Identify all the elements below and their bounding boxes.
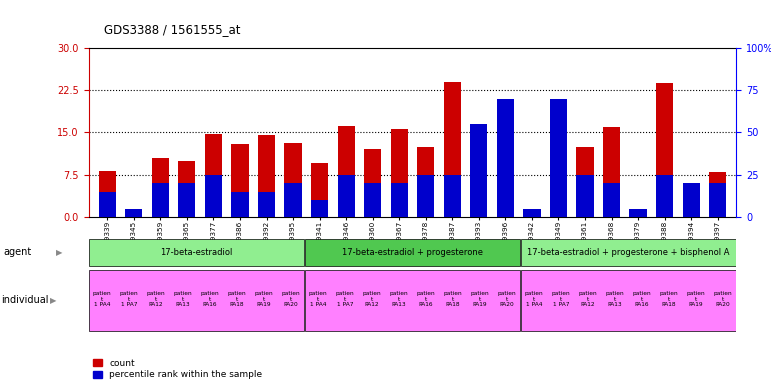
- FancyBboxPatch shape: [521, 270, 736, 331]
- Bar: [205, 175, 222, 217]
- Bar: [125, 209, 143, 217]
- Bar: [656, 83, 673, 217]
- Text: patien
t
PA20: patien t PA20: [497, 291, 517, 307]
- Text: patien
t
PA18: patien t PA18: [227, 291, 247, 307]
- Bar: [417, 147, 434, 217]
- Bar: [417, 175, 434, 217]
- Text: patien
t
PA16: patien t PA16: [632, 291, 651, 307]
- Text: patien
t
1 PA4: patien t 1 PA4: [524, 291, 544, 307]
- FancyBboxPatch shape: [89, 239, 304, 266]
- Bar: [99, 171, 116, 217]
- Bar: [152, 158, 169, 217]
- FancyBboxPatch shape: [305, 270, 520, 331]
- Text: patien
t
PA13: patien t PA13: [389, 291, 409, 307]
- Bar: [497, 99, 514, 217]
- Bar: [709, 183, 726, 217]
- Text: patien
t
PA19: patien t PA19: [254, 291, 274, 307]
- Bar: [231, 192, 248, 217]
- Text: patien
t
1 PA7: patien t 1 PA7: [551, 291, 571, 307]
- Text: patien
t
PA12: patien t PA12: [146, 291, 166, 307]
- Text: patien
t
PA13: patien t PA13: [173, 291, 193, 307]
- FancyBboxPatch shape: [521, 239, 736, 266]
- Bar: [682, 183, 700, 217]
- FancyBboxPatch shape: [89, 270, 304, 331]
- Bar: [99, 192, 116, 217]
- Bar: [284, 142, 301, 217]
- Bar: [178, 183, 196, 217]
- FancyBboxPatch shape: [305, 239, 520, 266]
- Text: patien
t
1 PA4: patien t 1 PA4: [93, 291, 112, 307]
- Bar: [629, 212, 647, 217]
- Text: agent: agent: [4, 247, 32, 258]
- Bar: [524, 209, 540, 217]
- Bar: [603, 183, 620, 217]
- Bar: [524, 214, 540, 217]
- Text: patien
t
1 PA4: patien t 1 PA4: [308, 291, 328, 307]
- Bar: [709, 172, 726, 217]
- Text: patien
t
PA13: patien t PA13: [605, 291, 625, 307]
- Bar: [125, 211, 143, 217]
- Text: patien
t
PA19: patien t PA19: [686, 291, 705, 307]
- Bar: [258, 192, 275, 217]
- Bar: [231, 144, 248, 217]
- Bar: [391, 129, 408, 217]
- Bar: [152, 183, 169, 217]
- Bar: [391, 183, 408, 217]
- Text: ▶: ▶: [50, 296, 56, 305]
- Bar: [284, 183, 301, 217]
- Bar: [656, 175, 673, 217]
- Text: patien
t
PA20: patien t PA20: [713, 291, 732, 307]
- Bar: [258, 135, 275, 217]
- Text: patien
t
PA18: patien t PA18: [443, 291, 463, 307]
- Text: 17-beta-estradiol: 17-beta-estradiol: [160, 248, 233, 257]
- Bar: [629, 209, 647, 217]
- Bar: [470, 124, 487, 217]
- Text: GDS3388 / 1561555_at: GDS3388 / 1561555_at: [104, 23, 241, 36]
- Text: patien
t
PA19: patien t PA19: [470, 291, 490, 307]
- Text: patien
t
1 PA7: patien t 1 PA7: [335, 291, 355, 307]
- Bar: [338, 126, 355, 217]
- Text: patien
t
PA12: patien t PA12: [578, 291, 598, 307]
- Text: ▶: ▶: [56, 248, 62, 257]
- Bar: [577, 175, 594, 217]
- Text: 17-beta-estradiol + progesterone: 17-beta-estradiol + progesterone: [342, 248, 483, 257]
- Text: 17-beta-estradiol + progesterone + bisphenol A: 17-beta-estradiol + progesterone + bisph…: [527, 248, 729, 257]
- Text: individual: individual: [2, 295, 49, 306]
- Bar: [443, 175, 461, 217]
- Text: patien
t
PA16: patien t PA16: [200, 291, 220, 307]
- Bar: [577, 147, 594, 217]
- Bar: [550, 101, 567, 217]
- Bar: [443, 82, 461, 217]
- Bar: [364, 149, 382, 217]
- Bar: [205, 134, 222, 217]
- Bar: [497, 179, 514, 217]
- Bar: [603, 127, 620, 217]
- Bar: [550, 99, 567, 217]
- Bar: [682, 210, 700, 217]
- Bar: [311, 164, 328, 217]
- Bar: [311, 200, 328, 217]
- Legend: count, percentile rank within the sample: count, percentile rank within the sample: [93, 359, 263, 379]
- Text: patien
t
PA18: patien t PA18: [659, 291, 678, 307]
- Bar: [364, 183, 382, 217]
- Bar: [338, 175, 355, 217]
- Text: patien
t
PA20: patien t PA20: [281, 291, 301, 307]
- Text: patien
t
1 PA7: patien t 1 PA7: [120, 291, 139, 307]
- Text: patien
t
PA16: patien t PA16: [416, 291, 436, 307]
- Bar: [470, 127, 487, 217]
- Bar: [178, 161, 196, 217]
- Text: patien
t
PA12: patien t PA12: [362, 291, 382, 307]
